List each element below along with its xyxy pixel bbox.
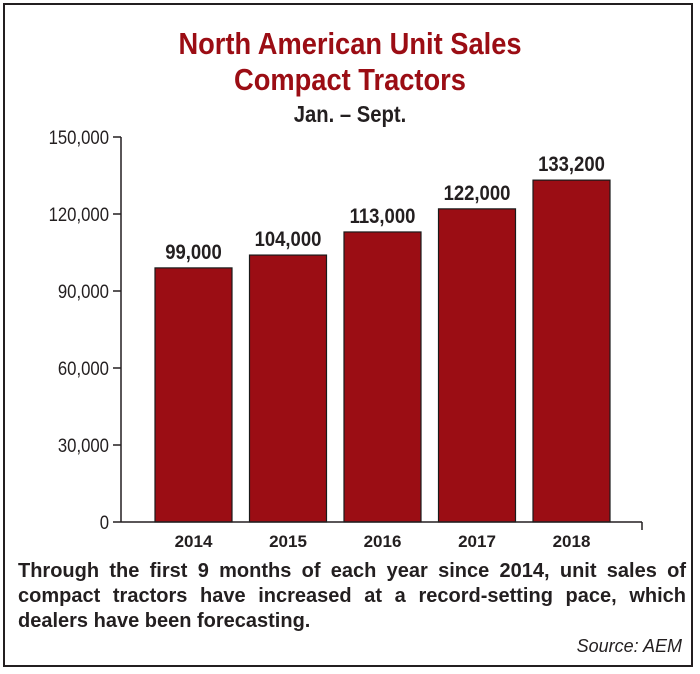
source-note: Source: AEM bbox=[576, 636, 682, 656]
x-tick-label: 2018 bbox=[553, 532, 591, 551]
y-tick-label: 30,000 bbox=[58, 435, 109, 456]
x-tick-label: 2017 bbox=[458, 532, 496, 551]
data-label-2018: 133,200 bbox=[538, 153, 605, 176]
bars: 99,000 104,000 113,000 122,000 133,200 bbox=[154, 153, 611, 523]
chart-subtitle: Jan. – Sept. bbox=[293, 101, 407, 127]
chart-title-line2: Compact Tractors bbox=[234, 62, 466, 97]
chart-caption: Through the first 9 months of each year … bbox=[18, 560, 686, 632]
bar-2014 bbox=[154, 267, 233, 523]
y-axis: 0 30,000 60,000 90,000 120,000 150,000 bbox=[49, 127, 122, 533]
y-tick-label: 150,000 bbox=[49, 127, 109, 148]
x-tick-label: 2014 bbox=[175, 532, 213, 551]
bar-2017 bbox=[437, 208, 517, 523]
x-tick-label: 2016 bbox=[364, 532, 402, 551]
data-label-2017: 122,000 bbox=[444, 182, 511, 205]
chart-title: North American Unit Sales bbox=[178, 26, 522, 61]
y-tick-label: 90,000 bbox=[58, 281, 109, 302]
data-label-2014: 99,000 bbox=[165, 241, 221, 264]
y-tick-label: 0 bbox=[100, 512, 109, 533]
bar-2018 bbox=[532, 179, 611, 523]
data-label-2015: 104,000 bbox=[255, 228, 322, 251]
data-label-2016: 113,000 bbox=[350, 205, 416, 228]
y-tick-label: 60,000 bbox=[58, 358, 109, 379]
x-tick-label: 2015 bbox=[269, 532, 307, 551]
x-axis: 2014 2015 2016 2017 2018 bbox=[121, 521, 643, 551]
bar-2015 bbox=[248, 254, 328, 523]
y-tick-label: 120,000 bbox=[49, 204, 109, 225]
bar-2016 bbox=[343, 231, 422, 523]
